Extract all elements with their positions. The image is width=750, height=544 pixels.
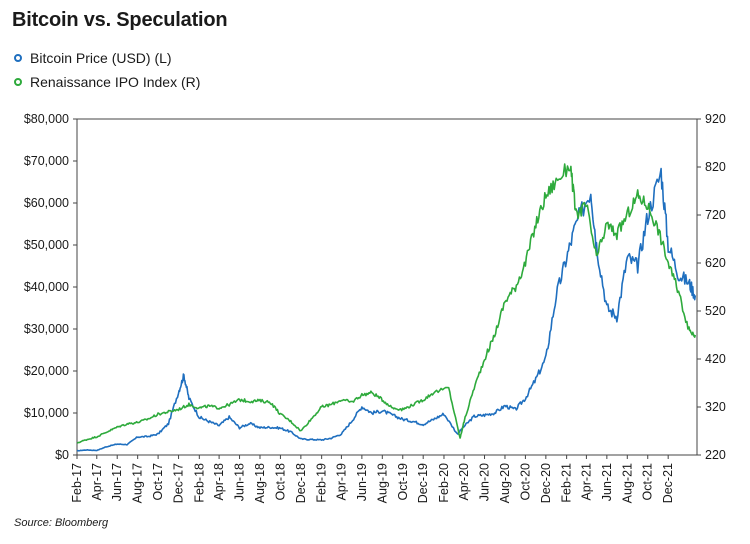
x-axis-tick-label: Apr-18	[212, 463, 226, 501]
right-axis-tick-label: 920	[705, 112, 726, 126]
x-axis-tick-label: Oct-21	[641, 463, 655, 501]
x-axis-tick-label: Feb-18	[192, 463, 206, 503]
left-axis-tick-label: $80,000	[24, 112, 69, 126]
left-axis-tick-label: $20,000	[24, 364, 69, 378]
legend-marker-ipo-index	[14, 78, 22, 86]
right-axis-tick-label: 520	[705, 304, 726, 318]
x-axis-tick-label: Aug-19	[375, 463, 389, 503]
x-axis-tick-label: Apr-19	[334, 463, 348, 501]
x-axis-tick-label: Dec-19	[416, 463, 430, 503]
x-axis-tick-label: Feb-19	[315, 463, 329, 503]
x-axis-tick-label: Apr-20	[457, 463, 471, 501]
right-axis-tick-label: 620	[705, 256, 726, 270]
x-axis-tick-label: Aug-20	[498, 463, 512, 503]
x-axis-tick-label: Dec-21	[661, 463, 675, 503]
x-axis-tick-label: Jun-17	[110, 463, 124, 501]
left-axis-tick-label: $0	[55, 448, 69, 462]
x-axis-tick-label: Oct-17	[151, 463, 165, 501]
source-note: Source: Bloomberg	[14, 517, 109, 529]
x-axis-tick-label: Dec-17	[172, 463, 186, 503]
x-axis-tick-label: Apr-17	[90, 463, 104, 501]
x-axis-tick-label: Jun-21	[600, 463, 614, 501]
left-axis-tick-label: $10,000	[24, 406, 69, 420]
x-axis-tick-label: Jun-20	[478, 463, 492, 501]
x-axis-tick-label: Oct-18	[273, 463, 287, 501]
x-axis-tick-label: Jun-19	[355, 463, 369, 501]
x-axis-tick-label: Feb-20	[437, 463, 451, 503]
x-axis-tick-label: Oct-19	[396, 463, 410, 501]
x-axis-tick-label: Aug-21	[620, 463, 634, 503]
x-axis-tick-label: Dec-20	[539, 463, 553, 503]
x-axis-tick-label: Apr-21	[579, 463, 593, 501]
right-axis-tick-label: 720	[705, 208, 726, 222]
legend-label-ipo-index: Renaissance IPO Index (R)	[30, 74, 201, 90]
x-axis-tick-label: Oct-20	[518, 463, 532, 501]
left-axis-tick-label: $30,000	[24, 322, 69, 336]
legend-item-ipo-index: Renaissance IPO Index (R)	[14, 74, 200, 90]
right-axis-tick-label: 320	[705, 400, 726, 414]
x-axis-tick-label: Aug-17	[131, 463, 145, 503]
right-axis-tick-label: 220	[705, 448, 726, 462]
x-axis-tick-label: Aug-18	[253, 463, 267, 503]
x-axis-tick-label: Dec-18	[294, 463, 308, 503]
left-axis-tick-label: $60,000	[24, 196, 69, 210]
right-axis-tick-label: 820	[705, 160, 726, 174]
x-axis-tick-label: Feb-17	[70, 463, 84, 503]
left-axis-tick-label: $50,000	[24, 238, 69, 252]
x-axis-tick-label: Feb-21	[560, 463, 574, 503]
legend-marker-bitcoin	[14, 54, 22, 62]
legend-label-bitcoin: Bitcoin Price (USD) (L)	[30, 50, 172, 66]
x-axis-tick-label: Jun-18	[233, 463, 247, 501]
right-axis-tick-label: 420	[705, 352, 726, 366]
legend-item-bitcoin: Bitcoin Price (USD) (L)	[14, 50, 172, 66]
series-line-bitcoin	[76, 167, 697, 452]
left-axis-tick-label: $40,000	[24, 280, 69, 294]
left-axis-tick-label: $70,000	[24, 154, 69, 168]
chart-title: Bitcoin vs. Speculation	[12, 9, 228, 31]
series-line-ipo-index	[76, 163, 697, 444]
